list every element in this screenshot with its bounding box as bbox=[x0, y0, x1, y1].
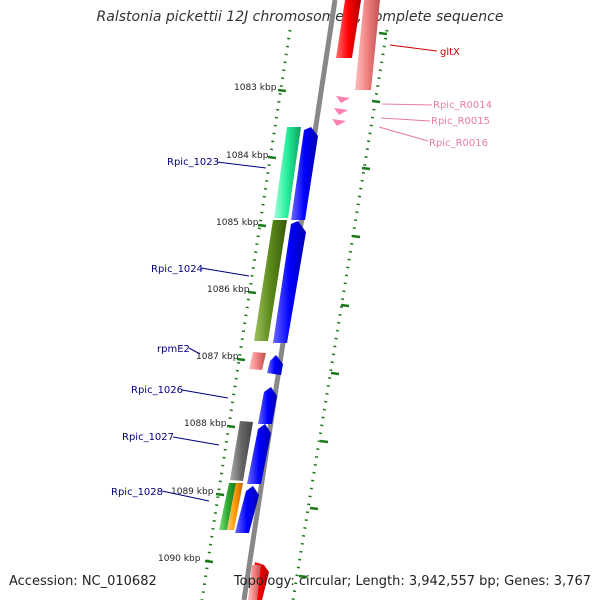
scale-label-1089: 1089 kbp bbox=[171, 487, 214, 497]
summary-text: Topology: circular; Length: 3,942,557 bp… bbox=[233, 574, 591, 589]
label-connectors bbox=[161, 44, 438, 502]
feature-gltX-cds[interactable] bbox=[336, 0, 361, 58]
scale-label-1083: 1083 kbp bbox=[234, 83, 277, 93]
feature-Rpic_1028-color-track-green[interactable] bbox=[219, 483, 236, 530]
map-title: Ralstonia pickettii 12J chromosome 1, co… bbox=[96, 9, 504, 25]
inner-ticks bbox=[298, 31, 388, 579]
inner-dotted-scale-line bbox=[291, 29, 389, 600]
feature-Rpic_R0016-trna[interactable] bbox=[332, 119, 346, 126]
gene-label-Rpic_1028[interactable]: Rpic_1028 bbox=[111, 487, 163, 498]
feature-Rpic_1028-color-track-orange[interactable] bbox=[227, 483, 243, 530]
scale-label-1087: 1087 kbp bbox=[196, 352, 239, 362]
gene-label-rpmE2[interactable]: rpmE2 bbox=[157, 344, 190, 355]
scale-label-1084: 1084 kbp bbox=[226, 151, 269, 161]
feature-Rpic_1027-color-track[interactable] bbox=[230, 421, 253, 481]
gene-label-Rpic_1024[interactable]: Rpic_1024 bbox=[151, 264, 203, 275]
feature-Rpic_R0015-trna[interactable] bbox=[334, 108, 348, 115]
gene-label-Rpic_R0015[interactable]: Rpic_R0015 bbox=[431, 116, 490, 127]
feature-Rpic_1023-cds[interactable] bbox=[291, 127, 318, 220]
outer-major-ticks bbox=[204, 88, 287, 564]
scale-label-1088: 1088 kbp bbox=[184, 419, 227, 429]
gene-label-Rpic_1026[interactable]: Rpic_1026 bbox=[131, 385, 183, 396]
feature-Rpic_1026-cds[interactable] bbox=[258, 387, 277, 424]
feature-Rpic_1028-cds[interactable] bbox=[235, 486, 259, 533]
feature-Rpic_1026-small-cds[interactable] bbox=[267, 355, 283, 375]
gene-label-Rpic_1023[interactable]: Rpic_1023 bbox=[167, 157, 219, 168]
feature-bottom-color-track[interactable] bbox=[248, 565, 261, 600]
gene-label-Rpic_R0016[interactable]: Rpic_R0016 bbox=[429, 138, 488, 149]
scale-label-1085: 1085 kbp bbox=[216, 218, 259, 228]
feature-gltX-color-track[interactable] bbox=[355, 0, 380, 90]
feature-Rpic_1023-color-track[interactable] bbox=[274, 127, 301, 218]
feature-Rpic_1024-color-track[interactable] bbox=[254, 220, 287, 341]
feature-Rpic_1024-cds[interactable] bbox=[273, 221, 306, 343]
scale-label-1090: 1090 kbp bbox=[158, 554, 201, 564]
gene-label-Rpic_R0014[interactable]: Rpic_R0014 bbox=[433, 100, 492, 111]
gene-label-Rpic_1027[interactable]: Rpic_1027 bbox=[122, 432, 174, 443]
accession-text: Accession: NC_010682 bbox=[9, 574, 157, 589]
feature-Rpic_1027-cds[interactable] bbox=[247, 424, 271, 484]
outer-dotted-scale-line bbox=[200, 29, 292, 600]
gene-label-gltX[interactable]: gltX bbox=[440, 47, 460, 58]
feature-Rpic_R0014-trna[interactable] bbox=[336, 96, 350, 103]
scale-label-1086: 1086 kbp bbox=[207, 285, 250, 295]
feature-rpmE2-color-track[interactable] bbox=[249, 352, 266, 370]
